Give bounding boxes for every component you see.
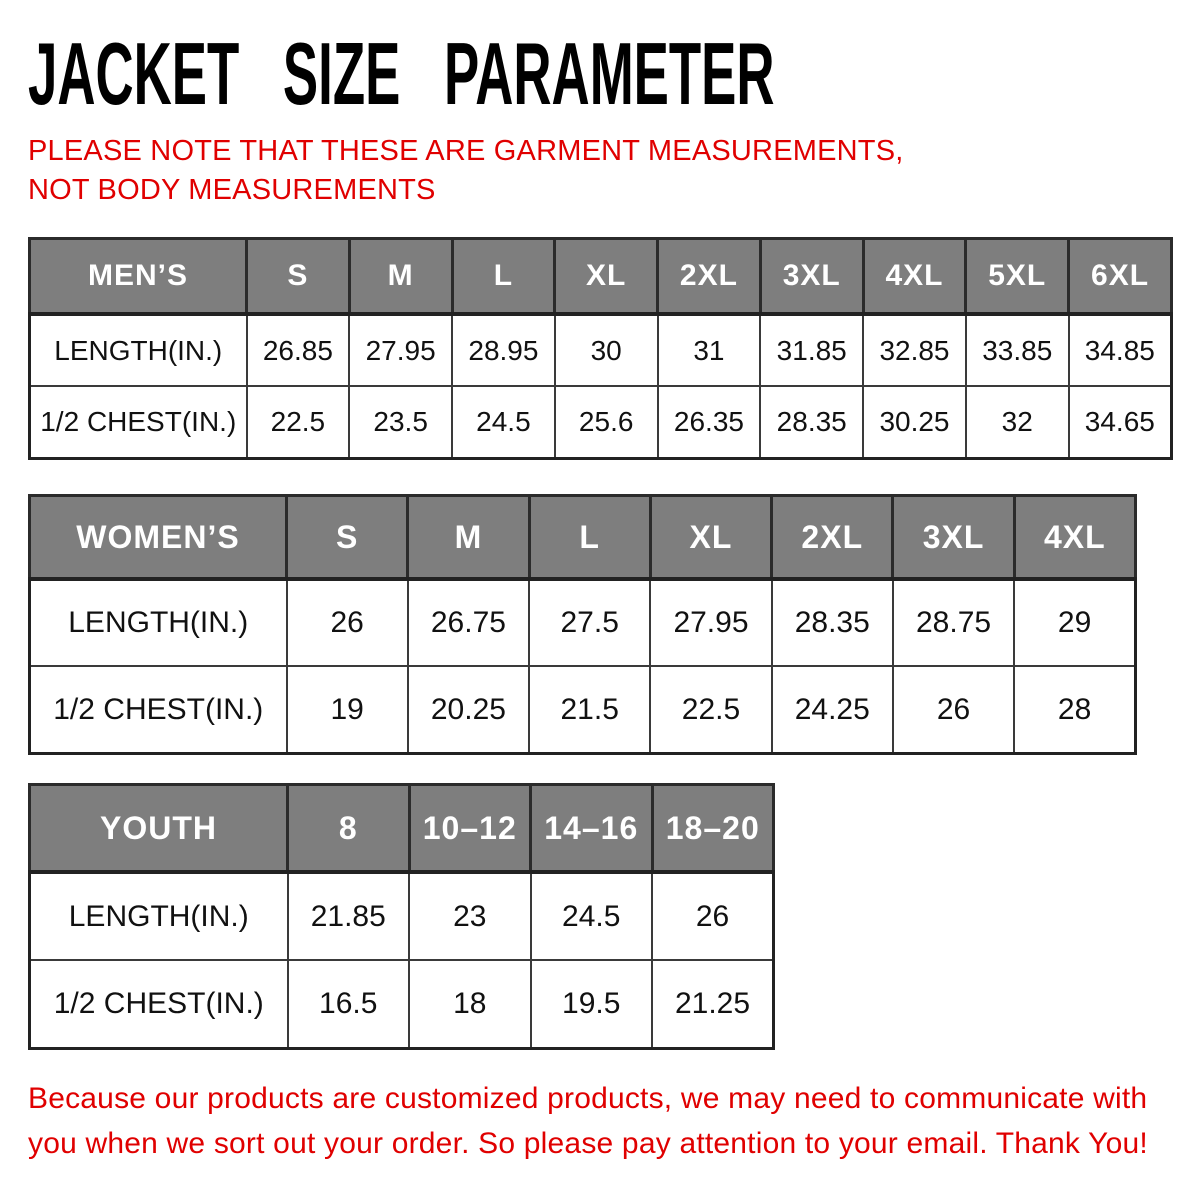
size-header-cell: 4XL (1012, 493, 1138, 582)
size-value-cell: 26 (285, 578, 409, 668)
size-value-cell: 27.5 (528, 578, 652, 668)
size-value-cell: 26 (651, 871, 775, 962)
table-row: LENGTH(IN.) 26 26.75 27.5 27.95 28.35 28.75 29 (28, 578, 1137, 668)
size-header-cell: 8 (286, 782, 411, 875)
table-title-cell: WOMEN’S (28, 493, 288, 582)
size-value-cell: 28.35 (759, 385, 865, 460)
size-value-cell: 19.5 (529, 959, 653, 1050)
size-value-cell: 26.85 (245, 313, 351, 388)
size-value-cell: 16.5 (286, 959, 410, 1050)
table-row: LENGTH(IN.) 21.85 23 24.5 26 (28, 871, 775, 962)
size-header-cell: S (245, 236, 351, 317)
table-header-row: WOMEN’S S M L XL 2XL 3XL 4XL (28, 493, 1138, 582)
size-value-cell: 32.85 (862, 313, 967, 388)
womens-size-table: WOMEN’S S M L XL 2XL 3XL 4XL LENGTH(IN.) 26 26.75 2… (28, 493, 1138, 755)
table-header-row: YOUTH 8 10–12 14–16 18–20 (28, 782, 775, 875)
size-value-cell: 24.5 (529, 871, 653, 962)
size-value-cell: 23.5 (348, 385, 454, 460)
measure-label-cell: 1/2 CHEST(IN.) (28, 385, 248, 460)
size-header-cell: 10–12 (407, 782, 532, 875)
size-header-cell: 4XL (861, 236, 968, 317)
size-header-cell: 3XL (891, 493, 1016, 582)
size-value-cell: 26 (891, 665, 1016, 755)
table-title-cell: MEN’S (28, 236, 248, 317)
chart-usage-note: USE THESE CHARTS TO HELP DETERMINE WHICH… (28, 1190, 1174, 1200)
customization-notice: Because our products are customized prod… (28, 1081, 1148, 1160)
table-header-row: MEN’S S M L XL 2XL 3XL 4XL 5XL 6XL (28, 236, 1173, 317)
size-value-cell: 34.85 (1067, 313, 1173, 388)
measure-label-cell: 1/2 CHEST(IN.) (28, 665, 288, 755)
size-header-cell: 2XL (656, 236, 762, 317)
size-value-cell: 24.25 (770, 665, 894, 755)
size-value-cell: 31 (656, 313, 762, 388)
table-row: 1/2 CHEST(IN.) 22.5 23.5 24.5 25.6 26.35 28.35… (28, 385, 1173, 460)
size-value-cell: 28.35 (770, 578, 894, 668)
size-value-cell: 21.5 (528, 665, 652, 755)
size-header-cell: XL (648, 493, 774, 582)
size-value-cell: 25.6 (553, 385, 659, 460)
size-value-cell: 30 (553, 313, 659, 388)
size-value-cell: 19 (285, 665, 409, 755)
table-row: 1/2 CHEST(IN.) 16.5 18 19.5 21.25 (28, 959, 775, 1050)
measure-label-cell: LENGTH(IN.) (28, 578, 288, 668)
size-header-cell: 6XL (1067, 236, 1173, 317)
size-value-cell: 20.25 (406, 665, 531, 755)
garment-measurement-note: PLEASE NOTE THAT THESE ARE GARMENT MEASU… (28, 135, 904, 207)
size-header-cell: M (347, 236, 454, 317)
size-value-cell: 18 (408, 959, 532, 1050)
size-value-cell: 28.95 (451, 313, 556, 388)
size-value-cell: 21.25 (651, 959, 775, 1050)
size-header-cell: XL (553, 236, 660, 317)
size-value-cell: 24.5 (451, 385, 556, 460)
size-header-cell: 2XL (770, 493, 895, 582)
size-value-cell: 30.25 (862, 385, 967, 460)
size-value-cell: 28 (1013, 665, 1137, 755)
size-header-cell: 14–16 (529, 782, 654, 875)
size-header-cell: S (284, 493, 410, 582)
measure-label-cell: 1/2 CHEST(IN.) (28, 959, 289, 1050)
measure-label-cell: LENGTH(IN.) (28, 871, 289, 962)
size-value-cell: 21.85 (286, 871, 410, 962)
measure-label-cell: LENGTH(IN.) (28, 313, 248, 388)
size-header-cell: L (450, 236, 557, 317)
size-value-cell: 27.95 (348, 313, 454, 388)
size-value-cell: 31.85 (759, 313, 865, 388)
size-value-cell: 32 (964, 385, 1070, 460)
size-value-cell: 22.5 (649, 665, 773, 755)
size-value-cell: 34.65 (1067, 385, 1173, 460)
page-title: JACKET SIZE PARAMETER (28, 24, 775, 123)
table-row: 1/2 CHEST(IN.) 19 20.25 21.5 22.5 24.25 26 28 (28, 665, 1137, 755)
size-value-cell: 22.5 (245, 385, 351, 460)
size-value-cell: 29 (1013, 578, 1137, 668)
size-value-cell: 26.75 (406, 578, 531, 668)
size-header-cell: L (527, 493, 652, 582)
size-value-cell: 28.75 (891, 578, 1016, 668)
size-header-cell: 3XL (758, 236, 865, 317)
size-header-cell: M (406, 493, 531, 582)
table-row: LENGTH(IN.) 26.85 27.95 28.95 30 31 31.85 32.85… (28, 313, 1173, 388)
youth-size-table: YOUTH 8 10–12 14–16 18–20 LENGTH(IN.) 21.85 23 2… (28, 782, 775, 1050)
size-header-cell: 5XL (964, 236, 1071, 317)
size-value-cell: 23 (408, 871, 532, 962)
table-title-cell: YOUTH (28, 782, 289, 875)
mens-size-table: MEN’S S M L XL 2XL 3XL 4XL 5XL 6XL LENGTH(IN.) 26.8… (28, 236, 1173, 460)
size-value-cell: 26.35 (656, 385, 762, 460)
size-header-cell: 18–20 (650, 782, 775, 875)
size-value-cell: 27.95 (649, 578, 773, 668)
size-value-cell: 33.85 (964, 313, 1070, 388)
